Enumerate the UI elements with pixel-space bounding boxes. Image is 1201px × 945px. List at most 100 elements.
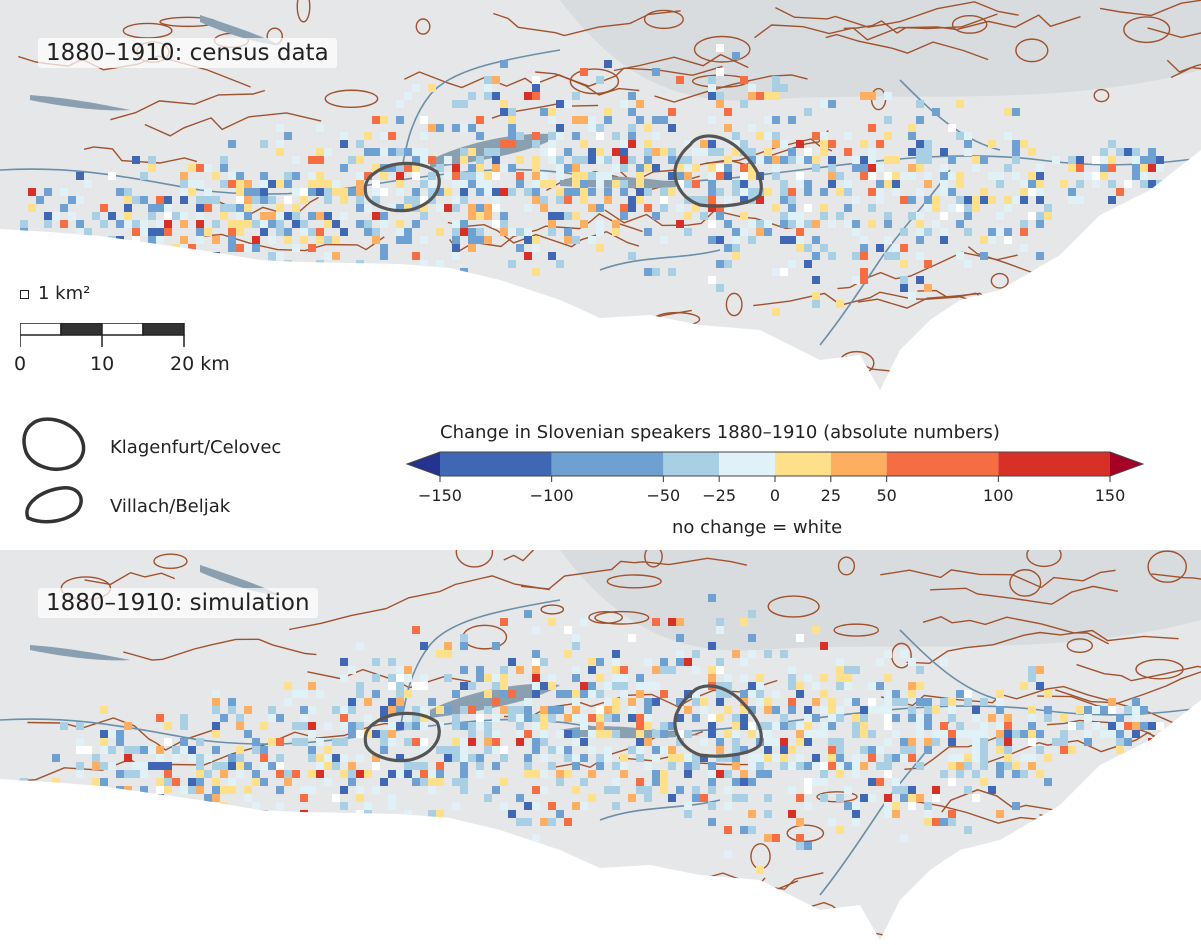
grid-cell xyxy=(396,116,404,124)
grid-cell xyxy=(540,730,548,738)
grid-cell xyxy=(940,180,948,188)
grid-cell xyxy=(420,682,428,690)
grid-cell xyxy=(876,762,884,770)
grid-cell xyxy=(1036,212,1044,220)
grid-cell xyxy=(980,730,988,738)
grid-cell xyxy=(484,180,492,188)
grid-cell xyxy=(708,714,716,722)
grid-cell xyxy=(484,84,492,92)
grid-cell xyxy=(596,244,604,252)
villach-outline xyxy=(363,161,441,213)
grid-cell xyxy=(372,164,380,172)
grid-cell xyxy=(76,770,84,778)
scale-bar xyxy=(20,323,185,347)
grid-cell xyxy=(1092,706,1100,714)
grid-cell xyxy=(492,204,500,212)
grid-cell xyxy=(636,778,644,786)
grid-cell xyxy=(892,244,900,252)
contour-line xyxy=(540,604,565,615)
grid-cell xyxy=(188,180,196,188)
grid-cell xyxy=(676,634,684,642)
grid-cell xyxy=(292,826,300,834)
grid-cell xyxy=(300,276,308,284)
grid-cell xyxy=(556,196,564,204)
grid-cell xyxy=(1140,180,1148,188)
contour-line xyxy=(906,629,1179,665)
grid-cell xyxy=(812,714,820,722)
grid-cell xyxy=(716,714,724,722)
grid-cell xyxy=(740,180,748,188)
grid-cell xyxy=(828,180,836,188)
contour-line xyxy=(1177,267,1201,291)
grid-cell xyxy=(740,172,748,180)
grid-cell xyxy=(1004,762,1012,770)
grid-cell xyxy=(340,196,348,204)
grid-cell xyxy=(52,754,60,762)
grid-cell xyxy=(388,730,396,738)
grid-cell xyxy=(516,180,524,188)
grid-cell xyxy=(372,658,380,666)
grid-cell xyxy=(1004,204,1012,212)
grid-cell xyxy=(932,108,940,116)
grid-cell xyxy=(124,220,132,228)
grid-cell xyxy=(1028,738,1036,746)
grid-cell xyxy=(908,794,916,802)
grid-cell xyxy=(764,810,772,818)
colorbar-under-arrow xyxy=(407,452,440,476)
grid-cell xyxy=(820,132,828,140)
grid-cell xyxy=(564,714,572,722)
contour-line xyxy=(1147,27,1201,46)
grid-cell xyxy=(132,746,140,754)
grid-cell xyxy=(820,690,828,698)
grid-cell xyxy=(692,650,700,658)
grid-cell xyxy=(548,706,556,714)
contour-line xyxy=(569,68,620,95)
grid-cell xyxy=(556,172,564,180)
grid-cell xyxy=(780,180,788,188)
grid-cell xyxy=(788,196,796,204)
grid-cell xyxy=(228,810,236,818)
grid-cell xyxy=(412,164,420,172)
grid-cell xyxy=(708,164,716,172)
grid-cell xyxy=(908,706,916,714)
grid-cell xyxy=(116,810,124,818)
grid-cell xyxy=(796,834,804,842)
grid-cell xyxy=(868,778,876,786)
grid-cell xyxy=(748,220,756,228)
grid-cell xyxy=(532,626,540,634)
grid-cell xyxy=(836,738,844,746)
grid-cell xyxy=(236,244,244,252)
lake xyxy=(30,645,130,661)
contour-line xyxy=(613,53,749,72)
grid-cell xyxy=(852,156,860,164)
grid-cell xyxy=(476,666,484,674)
grid-cell xyxy=(612,132,620,140)
grid-cell xyxy=(1012,148,1020,156)
grid-cell xyxy=(788,698,796,706)
klagenfurt-outline xyxy=(673,134,763,208)
grid-cell xyxy=(60,220,68,228)
grid-cell xyxy=(556,746,564,754)
grid-cell xyxy=(676,650,684,658)
grid-cell xyxy=(564,730,572,738)
grid-cell xyxy=(460,220,468,228)
grid-cell xyxy=(892,156,900,164)
grid-cell xyxy=(44,220,52,228)
grid-cell xyxy=(812,220,820,228)
grid-cell xyxy=(716,754,724,762)
grid-cell xyxy=(708,188,716,196)
grid-cell xyxy=(340,754,348,762)
grid-cell xyxy=(268,714,276,722)
grid-cell xyxy=(916,666,924,674)
grid-cell xyxy=(260,140,268,148)
grid-cell xyxy=(268,706,276,714)
grid-cell xyxy=(316,770,324,778)
grid-cell xyxy=(412,762,420,770)
grid-cell xyxy=(116,236,124,244)
grid-cell xyxy=(388,818,396,826)
grid-cell xyxy=(540,754,548,762)
grid-cell xyxy=(716,658,724,666)
grid-cell xyxy=(44,188,52,196)
grid-cell xyxy=(404,148,412,156)
grid-cell xyxy=(92,762,100,770)
